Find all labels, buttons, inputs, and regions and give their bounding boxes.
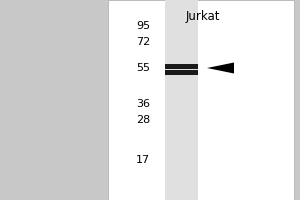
Text: 95: 95 bbox=[136, 21, 150, 31]
Text: Jurkat: Jurkat bbox=[185, 10, 220, 23]
Bar bbox=[165, 0, 198, 200]
Text: 28: 28 bbox=[136, 115, 150, 125]
Text: 55: 55 bbox=[136, 63, 150, 73]
Text: 36: 36 bbox=[136, 99, 150, 109]
Text: 72: 72 bbox=[136, 37, 150, 47]
Bar bbox=[165, 70, 198, 75]
Bar bbox=[165, 64, 198, 69]
Polygon shape bbox=[207, 63, 234, 74]
Text: 17: 17 bbox=[136, 155, 150, 165]
Bar bbox=[108, 0, 294, 200]
